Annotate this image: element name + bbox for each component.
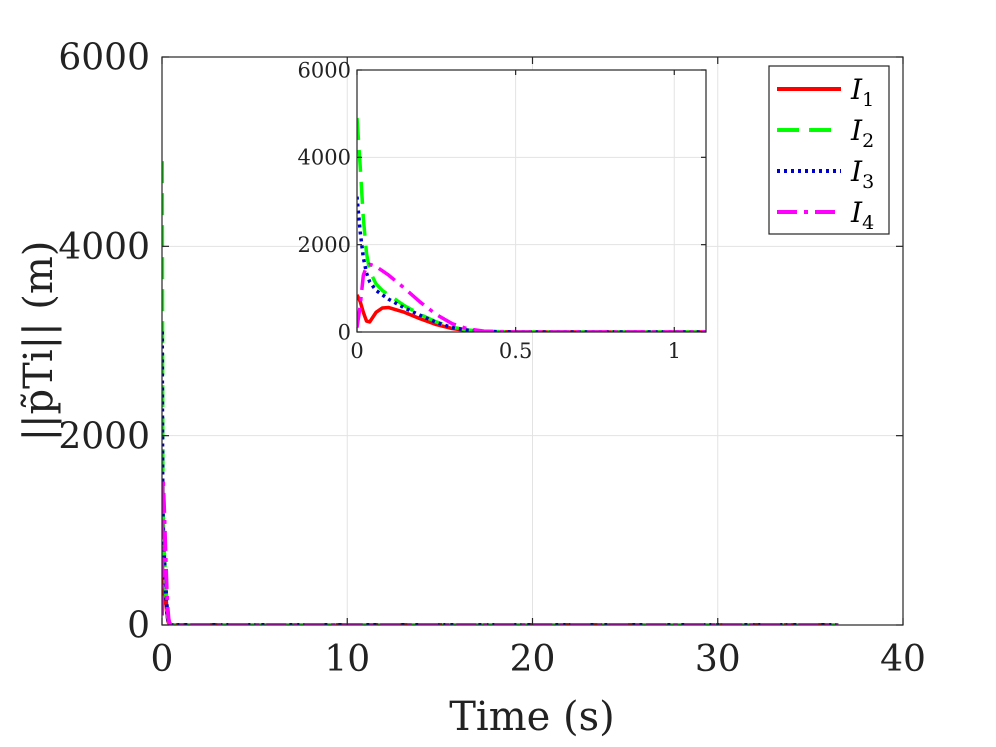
legend-label-subscript: 4 [862,212,874,234]
legend-label-base: I [850,196,863,229]
inset-y-tick-label: 4000 [298,146,351,170]
main-x-tick-label: 10 [324,639,370,680]
main-y-tick-label: 6000 [58,38,150,79]
legend-label-2: I2 [850,114,874,152]
main-series-line-4 [162,476,839,625]
legend-label-3: I3 [850,155,874,193]
inset-series-line-4 [357,262,706,332]
legend-label-subscript: 2 [862,130,874,152]
inset-plot: 0 0.5 1 0 2000 4000 6000 [298,58,707,363]
legend-label-subscript: 3 [862,171,874,193]
inset-series-group [357,117,706,332]
inset-plot-area [357,70,706,332]
main-y-tick-label: 4000 [58,227,150,268]
inset-y-tick-label: 2000 [298,233,351,257]
main-y-tick-label: 0 [127,606,150,647]
main-x-tick-label: 0 [151,639,174,680]
main-series-group [162,161,839,625]
inset-y-tick-label: 6000 [298,58,351,82]
y-axis-label: ||p̃Ti|| (m) [16,241,62,442]
inset-x-tick-label: 0.5 [499,339,532,363]
inset-x-tick-label: 1 [668,339,681,363]
legend-label-subscript: 1 [862,89,874,111]
legend-label-base: I [850,155,863,188]
main-x-tick-label: 20 [510,639,556,680]
legend-label-base: I [850,73,863,106]
legend-label-4: I4 [850,196,874,234]
inset-series-line-1 [357,294,706,332]
inset-series-line-3 [357,196,706,332]
inset-y-tick-label: 0 [338,320,351,344]
x-axis-label: Time (s) [449,694,615,740]
inset-x-tick-label: 0 [350,339,363,363]
inset-series-line-2 [357,117,706,332]
main-x-tick-label: 30 [695,639,741,680]
main-x-tick-label: 40 [880,639,926,680]
legend-label-base: I [850,114,863,147]
y-axis-label-text: ||p̃Ti|| (m) [16,241,62,442]
legend-box [768,65,890,235]
main-y-tick-label: 2000 [58,416,150,457]
inset-frame [356,69,707,333]
legend-label-1: I1 [850,73,874,111]
